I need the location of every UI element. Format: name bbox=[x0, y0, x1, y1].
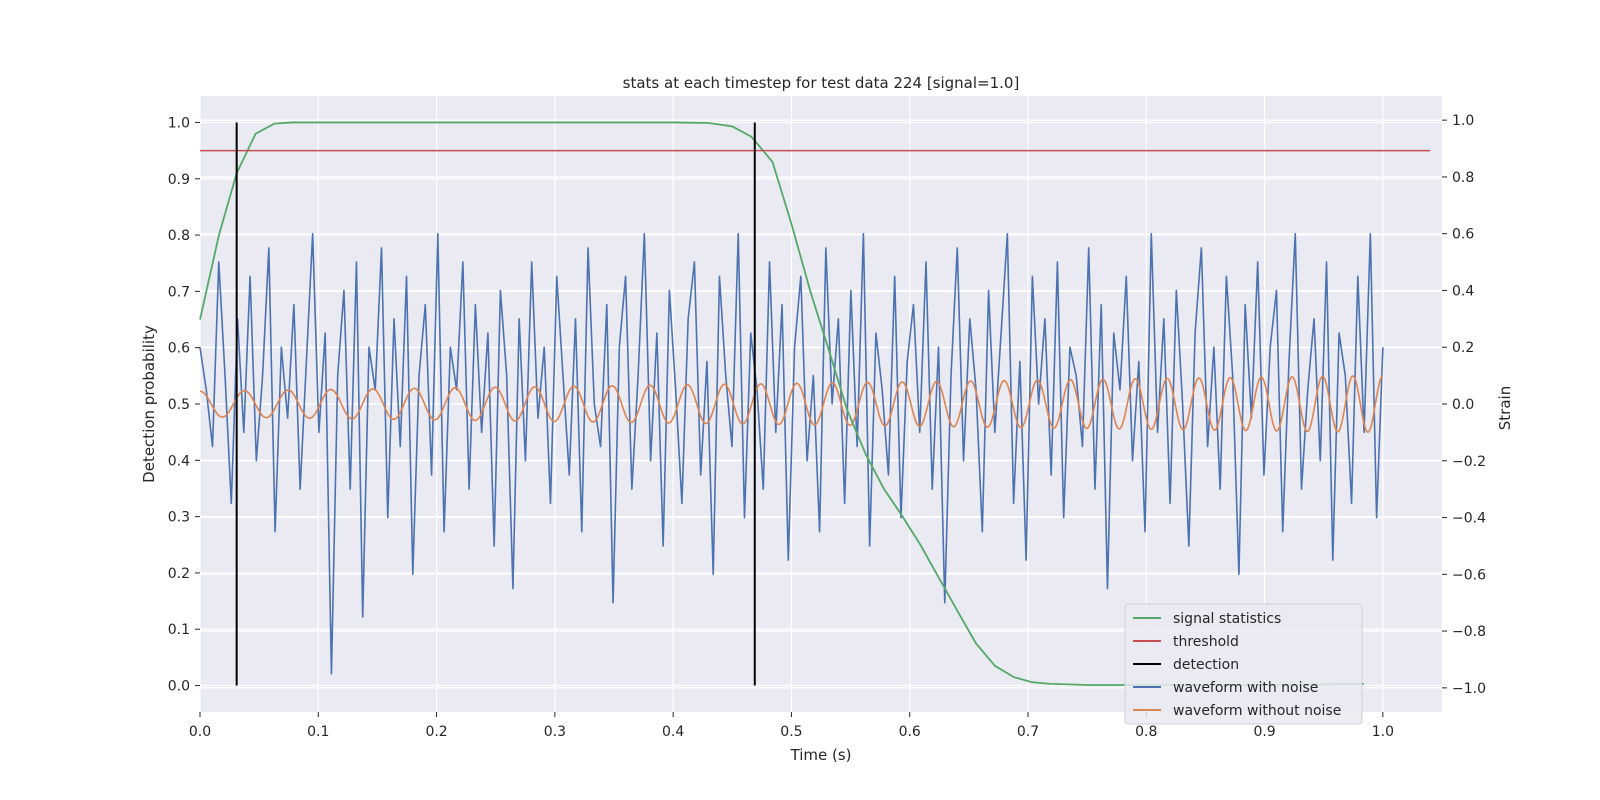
y-right-tick-label: −0.4 bbox=[1452, 511, 1486, 527]
y-right-tick-label: 0.0 bbox=[1452, 397, 1474, 413]
x-axis-label: Time (s) bbox=[790, 746, 852, 764]
y-left-tick-label: 0.6 bbox=[168, 341, 190, 357]
x-tick-label: 0.7 bbox=[1017, 724, 1039, 740]
y-right-tick-label: −0.2 bbox=[1452, 454, 1486, 470]
y-right-axis-label: Strain bbox=[1496, 386, 1514, 430]
legend: signal statistics threshold detection wavef… bbox=[1124, 603, 1363, 725]
y-left-tick-label: 0.4 bbox=[168, 453, 190, 469]
series-waveform-with-noise bbox=[199, 232, 1384, 675]
series-layer bbox=[199, 121, 1431, 686]
x-tick-label: 0.6 bbox=[899, 724, 921, 740]
x-tick-label: 0.2 bbox=[425, 724, 447, 740]
x-tick-label: 0.0 bbox=[189, 724, 211, 740]
y-right-tick-label: −1.0 bbox=[1452, 681, 1486, 697]
y-right-tick-label: 0.8 bbox=[1452, 170, 1474, 186]
legend-label: waveform with noise bbox=[1173, 680, 1318, 696]
x-tick-label: 0.4 bbox=[662, 724, 684, 740]
x-tick-label: 1.0 bbox=[1372, 724, 1394, 740]
y-left-axis-ticks: 0.0 0.1 0.2 0.3 0.4 0.5 0.6 0.7 0.8 0.9 1.0 bbox=[168, 115, 200, 695]
series-waveform-without-noise bbox=[199, 374, 1384, 434]
x-axis-ticks: 0.0 0.1 0.2 0.3 0.4 0.5 0.6 0.7 0.8 0.9 1.0 bbox=[189, 712, 1394, 740]
x-tick-label: 0.8 bbox=[1135, 724, 1157, 740]
x-tick-label: 0.3 bbox=[544, 724, 566, 740]
y-left-tick-label: 0.9 bbox=[168, 172, 190, 188]
grid bbox=[199, 96, 1442, 712]
chart-title: stats at each timestep for test data 224… bbox=[623, 74, 1020, 92]
y-left-tick-label: 0.3 bbox=[168, 510, 190, 526]
y-left-axis-label: Detection probability bbox=[140, 325, 158, 483]
legend-label: signal statistics bbox=[1173, 611, 1281, 627]
legend-label: detection bbox=[1173, 657, 1239, 673]
y-right-tick-label: −0.8 bbox=[1452, 624, 1486, 640]
y-left-tick-label: 0.2 bbox=[168, 566, 190, 582]
y-right-tick-label: −0.6 bbox=[1452, 567, 1486, 583]
y-left-tick-label: 0.1 bbox=[168, 622, 190, 638]
x-tick-label: 0.9 bbox=[1253, 724, 1275, 740]
y-right-tick-label: 0.4 bbox=[1452, 283, 1474, 299]
y-left-tick-label: 1.0 bbox=[168, 115, 190, 131]
y-left-tick-label: 0.8 bbox=[168, 228, 190, 244]
y-right-tick-label: 0.6 bbox=[1452, 227, 1474, 243]
legend-box bbox=[1124, 603, 1363, 725]
legend-label: waveform without noise bbox=[1173, 703, 1341, 719]
y-left-tick-label: 0.0 bbox=[168, 679, 190, 695]
y-left-tick-label: 0.5 bbox=[168, 397, 190, 413]
x-tick-label: 0.1 bbox=[307, 724, 329, 740]
legend-label: threshold bbox=[1173, 634, 1239, 650]
series-signal-statistics bbox=[199, 121, 1364, 686]
y-right-tick-label: 0.2 bbox=[1452, 340, 1474, 356]
y-right-tick-label: 1.0 bbox=[1452, 113, 1474, 129]
x-tick-label: 0.5 bbox=[780, 724, 802, 740]
y-left-tick-label: 0.7 bbox=[168, 284, 190, 300]
y-right-axis-ticks: −1.0 −0.8 −0.6 −0.4 −0.2 0.0 0.2 0.4 0.6 0.8 1.0 bbox=[1442, 113, 1486, 697]
